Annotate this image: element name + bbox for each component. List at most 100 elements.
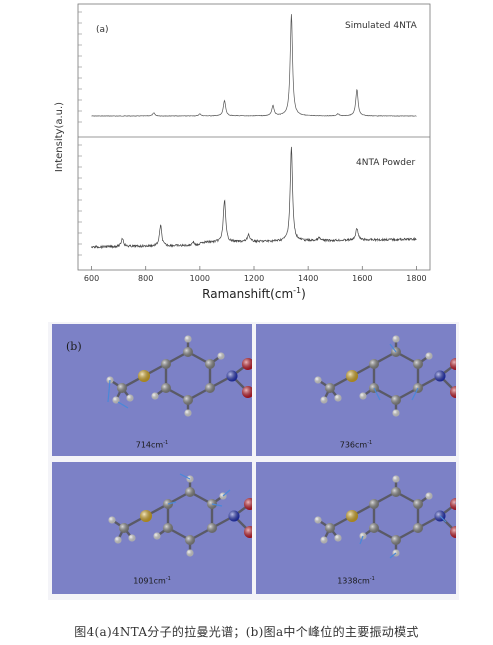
atom-shading <box>413 523 423 533</box>
molecule-1338 <box>314 475 456 559</box>
displacement-arrow <box>359 535 364 545</box>
atom-shading <box>314 516 322 524</box>
atom-shading <box>320 396 328 404</box>
atom-shading <box>128 534 136 542</box>
molecule-736 <box>314 335 456 417</box>
mode-cell-714: (b) 714cm-1 <box>52 324 252 456</box>
atom-shading <box>450 498 456 510</box>
legend-powder: 4NTA Powder <box>356 158 415 168</box>
x-tick-label: 600 <box>84 274 99 283</box>
legend-simulated: Simulated 4NTA <box>345 21 418 31</box>
atom-shading <box>413 359 423 369</box>
x-axis-label: Ramanshift(cm-1) <box>202 286 306 301</box>
atom-shading <box>425 492 433 500</box>
atom-shading <box>369 523 379 533</box>
atom-shading <box>244 526 252 538</box>
vibration-mode-panel: (b) 714cm-1 736cm-1 1091cm-1 1338cm-1 <box>48 322 459 600</box>
x-tick-label: 1600 <box>352 274 372 283</box>
displacement-arrow <box>411 387 419 401</box>
atom-shading <box>226 370 238 382</box>
y-axis-label: Intensity(a.u.) <box>54 102 65 172</box>
atom-shading <box>242 358 252 370</box>
x-tick-label: 1800 <box>406 274 426 283</box>
mode-cell-1338: 1338cm-1 <box>256 462 456 594</box>
atom-shading <box>161 359 171 369</box>
atom-shading <box>205 383 215 393</box>
atom-shading <box>163 523 173 533</box>
atom-shading <box>126 394 134 402</box>
displacement-arrow <box>167 501 177 505</box>
atom-shading <box>334 394 342 402</box>
atom-shading <box>325 383 335 393</box>
displacement-arrow <box>211 503 223 507</box>
displacement-arrow <box>389 343 397 353</box>
panel-a-label: (a) <box>96 25 109 35</box>
x-axis-ticks: 600 800 1000 1200 1400 1600 1800 <box>84 266 427 283</box>
atom-shading <box>205 359 215 369</box>
atom-shading <box>151 392 159 400</box>
atom-shading <box>346 510 358 522</box>
atom-shading <box>413 499 423 509</box>
atom-shading <box>392 475 400 483</box>
x-tick-label: 800 <box>138 274 153 283</box>
frequency-label: 714cm-1 <box>135 440 169 450</box>
atom-shading <box>450 358 456 370</box>
atom-shading <box>325 523 335 533</box>
displacement-arrow <box>179 473 191 480</box>
atom-shading <box>207 523 217 533</box>
atom-shading <box>334 534 342 542</box>
atom-shading <box>450 526 456 538</box>
atom-shading <box>117 383 127 393</box>
atom-shading <box>359 392 367 400</box>
atom-shading <box>228 510 240 522</box>
atom-shading <box>184 335 192 343</box>
atom-shading <box>450 386 456 398</box>
atom-shading <box>425 352 433 360</box>
mode-cell-736: 736cm-1 <box>256 324 456 456</box>
atom-shading <box>138 370 150 382</box>
x-tick-label: 1200 <box>244 274 264 283</box>
mode-cell-1091: 1091cm-1 <box>52 462 252 594</box>
atom-shading <box>320 536 328 544</box>
atom-shading <box>391 487 401 497</box>
atom-shading <box>369 499 379 509</box>
atom-shading <box>314 376 322 384</box>
figure-caption: 图4(a)4NTA分子的拉曼光谱；(b)图a中个峰位的主要振动模式 <box>74 625 419 639</box>
x-tick-label: 1000 <box>190 274 210 283</box>
atom-shading <box>434 370 446 382</box>
displacement-arrow <box>373 387 381 401</box>
atom-shading <box>183 347 193 357</box>
atom-shading <box>108 516 116 524</box>
displacement-arrow <box>439 515 447 523</box>
atom-shading <box>391 395 401 405</box>
atom-shading <box>140 510 152 522</box>
atom-shading <box>346 370 358 382</box>
atom-shading <box>153 532 161 540</box>
displacement-arrow <box>222 489 231 497</box>
atom-shading <box>392 409 400 417</box>
molecule-714 <box>106 335 252 417</box>
y-minor-ticks <box>78 11 82 256</box>
atom-shading <box>114 536 122 544</box>
atom-shading <box>112 396 120 404</box>
frequency-label: 736cm-1 <box>339 440 373 450</box>
atom-shading <box>183 395 193 405</box>
atom-shading <box>244 498 252 510</box>
x-tick-label: 1400 <box>298 274 318 283</box>
atom-shading <box>242 386 252 398</box>
atom-shading <box>161 383 171 393</box>
atom-shading <box>217 352 225 360</box>
atom-shading <box>185 487 195 497</box>
atom-shading <box>184 409 192 417</box>
atom-shading <box>119 523 129 533</box>
atom-shading <box>369 359 379 369</box>
molecule-1091 <box>108 473 252 557</box>
displacement-arrow <box>117 401 129 409</box>
simulated-4nta-spectrum <box>91 14 417 117</box>
atom-shading <box>186 549 194 557</box>
atom-shading <box>185 535 195 545</box>
4nta-powder-spectrum <box>91 146 417 250</box>
displacement-arrow <box>107 379 111 403</box>
raman-spectra-chart: 600 800 1000 1200 1400 1600 1800 (a) Simulated… <box>54 3 431 301</box>
atom-shading <box>391 535 401 545</box>
